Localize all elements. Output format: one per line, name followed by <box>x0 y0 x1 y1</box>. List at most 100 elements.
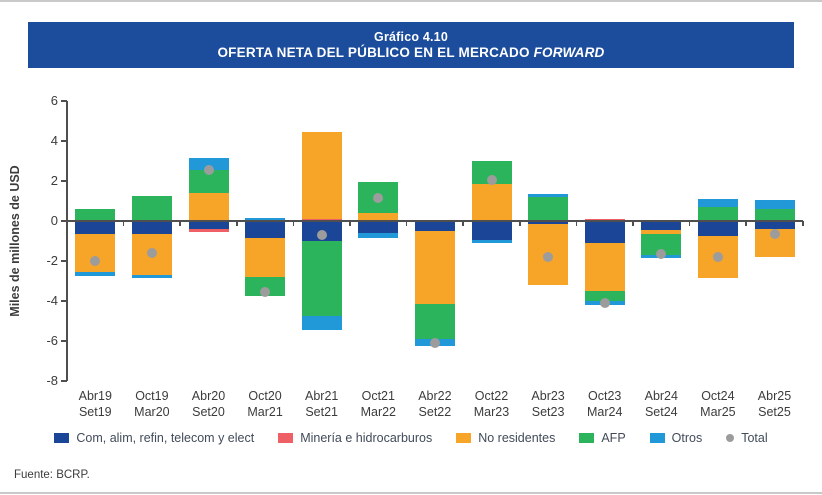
bar-segment-afp <box>414 304 455 339</box>
bar-segment-miner-a-e-hidrocarburos <box>584 219 625 221</box>
x-category-line: Abr23 <box>531 389 565 403</box>
x-category-line: Set21 <box>305 405 339 419</box>
bar-segment-otros <box>471 240 512 243</box>
bar-segment-com-alim-refin-telecom-y-elect <box>131 221 172 234</box>
bar-segment-com-alim-refin-telecom-y-elect <box>641 221 682 230</box>
x-category-line: Abr25 <box>757 389 792 403</box>
bar-segment-afp <box>301 241 342 316</box>
total-dot <box>373 193 384 203</box>
total-dot <box>543 252 554 262</box>
x-axis-tick <box>179 221 181 226</box>
bar-segment-afp <box>75 209 116 221</box>
total-dot <box>486 175 497 185</box>
bar-segment-otros <box>188 158 229 170</box>
bar-segment-no-residentes <box>471 184 512 221</box>
bar-segment-afp <box>188 170 229 193</box>
x-category-label: Oct20 Mar21 <box>237 388 294 420</box>
total-dot <box>599 298 610 308</box>
x-category-line: Abr19 <box>78 389 112 403</box>
chart-title-italic: FORWARD <box>533 45 605 60</box>
bar-segment-otros <box>697 199 738 207</box>
total-dot <box>316 230 327 241</box>
x-category-line: Oct24 <box>701 389 735 403</box>
bar-segment-no-residentes <box>75 234 116 272</box>
bar-segment-otros <box>528 194 569 197</box>
bar-segment-no-residentes <box>245 238 286 277</box>
bar-segment-com-alim-refin-telecom-y-elect <box>528 221 569 224</box>
bar-segment-afp <box>754 209 795 221</box>
legend-label: No residentes <box>478 431 556 445</box>
legend-item-com-alim-refin-telecom-y-elect: Com, alim, refin, telecom y elect <box>54 431 254 445</box>
x-category-label: Oct23 Mar24 <box>576 388 633 420</box>
bar-segment-otros <box>75 272 116 276</box>
legend-dot-icon <box>726 434 735 442</box>
total-dot <box>90 256 101 266</box>
bar-segment-afp <box>528 197 569 221</box>
x-category-line: Mar25 <box>700 405 736 419</box>
y-axis-tick <box>61 300 67 302</box>
bar-segment-com-alim-refin-telecom-y-elect <box>358 221 399 233</box>
x-axis-tick <box>405 221 408 226</box>
x-category-line: Mar20 <box>134 405 170 419</box>
legend-swatch-icon <box>579 433 595 443</box>
x-category-line: Set24 <box>644 405 678 419</box>
y-tick-label: 6 <box>50 93 58 108</box>
bar-segment-afp <box>697 207 738 221</box>
y-axis-tick <box>61 180 67 182</box>
x-category-label: Oct21 Mar22 <box>350 388 407 420</box>
x-category-label: Oct19 Mar20 <box>124 388 181 420</box>
legend-item-otros: Otros <box>649 431 703 445</box>
y-tick-label: -8 <box>46 373 58 388</box>
x-category-label: Abr19 Set19 <box>67 388 124 420</box>
bar-segment-com-alim-refin-telecom-y-elect <box>471 221 512 240</box>
y-tick-label: -6 <box>46 333 58 348</box>
y-axis-line <box>66 101 68 381</box>
legend-item-miner-a-e-hidrocarburos: Minería e hidrocarburos <box>278 431 432 445</box>
bar-segment-com-alim-refin-telecom-y-elect <box>245 221 286 238</box>
y-tick-label: 4 <box>50 133 58 148</box>
x-category-line: Abr22 <box>418 389 452 403</box>
bar-segment-miner-a-e-hidrocarburos <box>301 219 342 221</box>
x-category-label: Abr23 Set23 <box>520 388 577 420</box>
x-category-line: Abr21 <box>305 389 339 403</box>
bar-segment-otros <box>131 275 172 278</box>
total-dot <box>203 165 214 175</box>
bar-segment-no-residentes <box>641 230 682 234</box>
x-axis-tick <box>462 221 464 226</box>
x-axis-tick <box>66 221 68 226</box>
source-note: Fuente: BCRP. <box>14 469 90 481</box>
bar-segment-afp <box>584 291 625 301</box>
total-dot <box>260 287 271 297</box>
x-category-line: Abr24 <box>644 389 678 403</box>
x-axis-tick <box>802 221 804 226</box>
x-category-line: Set23 <box>531 405 565 419</box>
bar-segment-no-residentes <box>188 193 229 221</box>
bar-segment-com-alim-refin-telecom-y-elect <box>697 221 738 236</box>
y-tick-label: -2 <box>46 253 58 268</box>
x-category-line: Set20 <box>192 405 225 419</box>
bar-segment-otros <box>245 218 286 221</box>
x-category-line: Mar23 <box>473 405 510 419</box>
bar-segment-com-alim-refin-telecom-y-elect <box>584 221 625 243</box>
y-axis-tick <box>61 260 67 262</box>
bar-segment-com-alim-refin-telecom-y-elect <box>188 221 229 229</box>
x-category-line: Mar24 <box>586 405 623 419</box>
bar-segment-afp <box>471 161 512 184</box>
total-dot <box>429 338 440 348</box>
y-axis-tick <box>61 380 67 382</box>
legend-label: Otros <box>671 431 703 445</box>
x-category-label: Oct24 Mar25 <box>690 388 747 420</box>
x-category-label: Abr20 Set20 <box>180 388 237 420</box>
x-axis-tick <box>292 221 295 226</box>
x-category-line: Oct23 <box>588 389 622 403</box>
bar-segment-otros <box>754 200 795 209</box>
bar-segment-afp <box>245 277 286 296</box>
chart-header: Gráfico 4.10 OFERTA NETA DEL PÚBLICO EN … <box>28 22 794 68</box>
x-category-label: Abr21 Set21 <box>293 388 350 420</box>
chart-title: OFERTA NETA DEL PÚBLICO EN EL MERCADO FO… <box>28 45 794 60</box>
y-tick-label: 2 <box>50 173 58 188</box>
bar-segment-no-residentes <box>414 231 455 304</box>
total-dot <box>769 229 780 239</box>
total-dot <box>656 249 667 259</box>
